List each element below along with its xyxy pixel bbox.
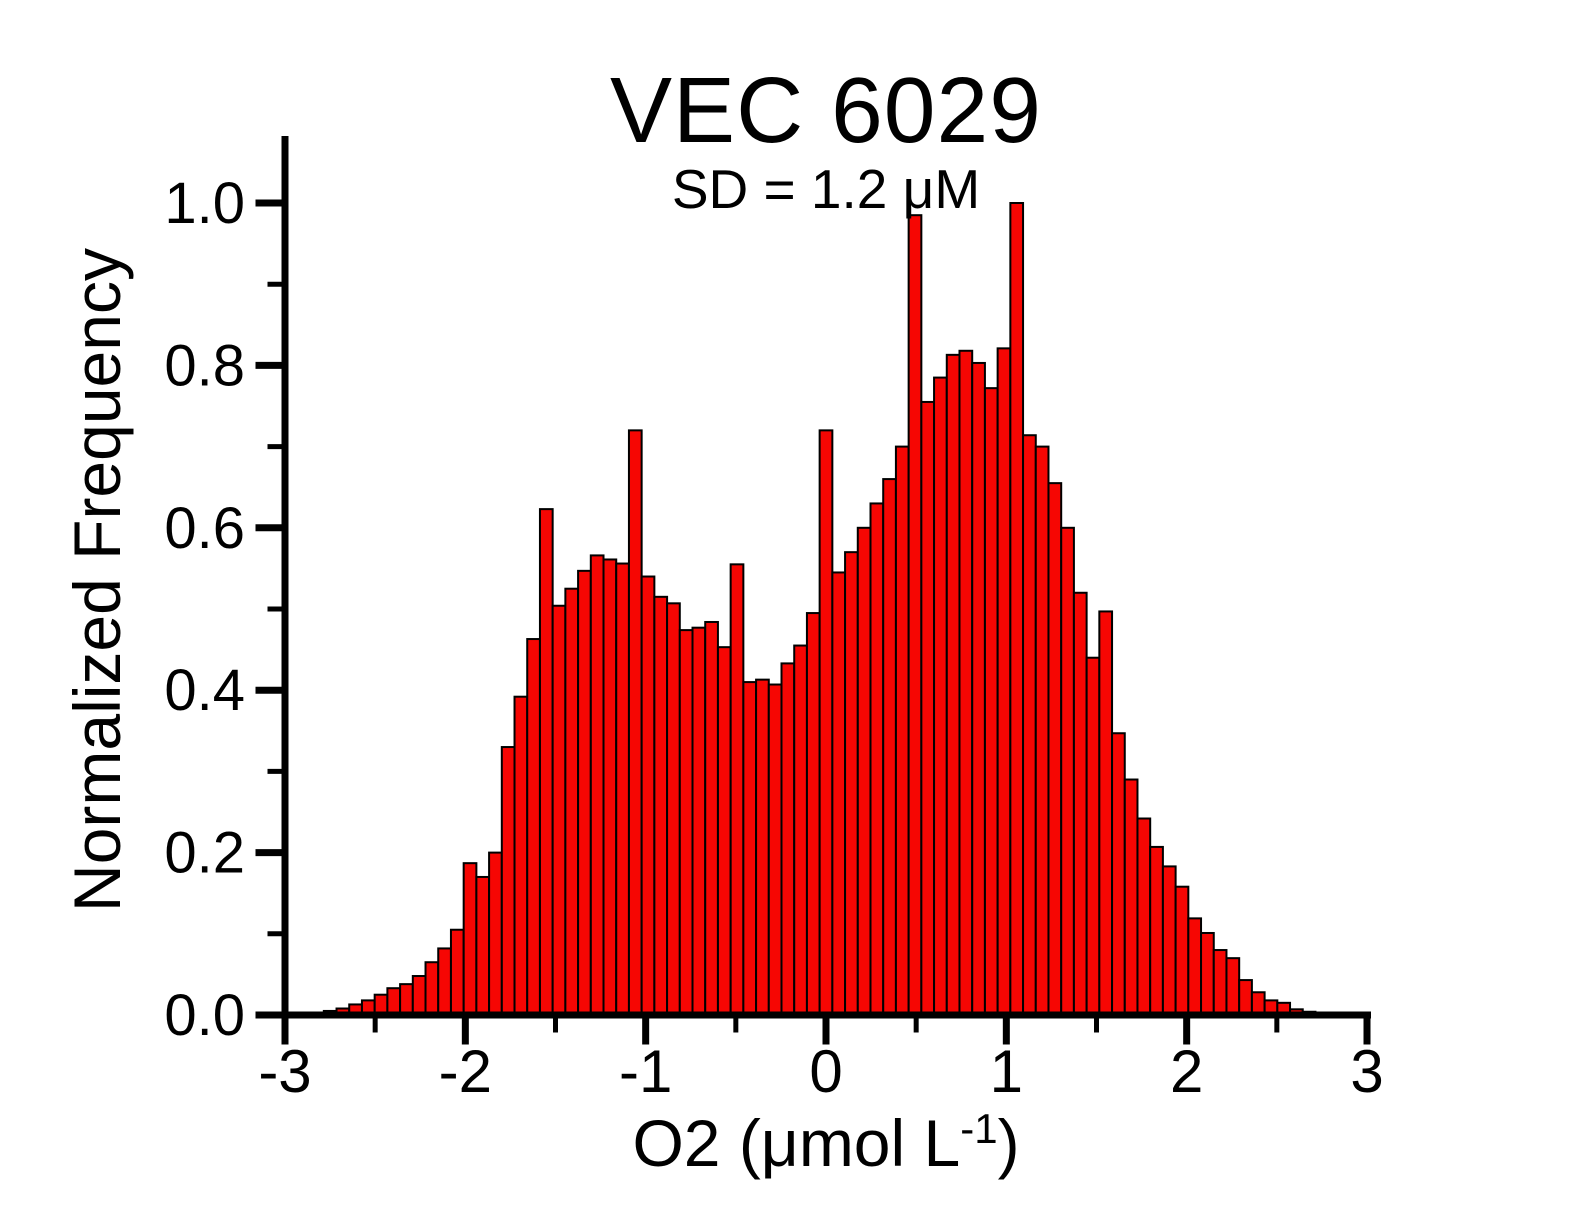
histogram-bar xyxy=(755,678,770,1016)
x-axis-label-superscript: -1 xyxy=(960,1105,998,1152)
histogram-bar xyxy=(818,429,834,1016)
histogram-bar xyxy=(856,526,872,1016)
y-tick-label: 0.4 xyxy=(164,658,245,723)
histogram-bar xyxy=(449,928,465,1016)
histogram-bar xyxy=(1085,656,1101,1016)
histogram-bar xyxy=(399,983,414,1017)
histogram-bar xyxy=(475,875,491,1017)
histogram-bar xyxy=(1225,957,1241,1016)
histogram-bar xyxy=(894,445,910,1017)
histogram-bar xyxy=(602,558,618,1016)
histogram-bar xyxy=(716,646,732,1016)
histogram-bar xyxy=(945,353,961,1016)
x-axis-label-main: O2 (μmol L xyxy=(632,1106,961,1180)
histogram-bar xyxy=(1098,610,1114,1016)
histogram-bar xyxy=(1161,865,1177,1017)
histogram-bar xyxy=(653,595,669,1016)
histogram-bar xyxy=(844,551,859,1016)
x-axis-label: O2 (μmol L-1) xyxy=(285,1105,1367,1181)
histogram-bar xyxy=(691,626,707,1016)
histogram-bar xyxy=(1174,885,1190,1017)
histogram-bar xyxy=(589,554,605,1016)
histogram-bar xyxy=(411,975,427,1017)
histogram-bar xyxy=(793,644,808,1016)
x-tick-label: 1 xyxy=(990,1038,1023,1105)
y-tick-label: 0.8 xyxy=(164,333,245,398)
histogram-bar xyxy=(1111,732,1126,1016)
x-tick-label: 0 xyxy=(809,1038,842,1105)
y-tick-label: 1.0 xyxy=(164,171,245,236)
histogram-bar xyxy=(1212,949,1228,1016)
histogram-bar xyxy=(551,604,567,1016)
histogram-bar xyxy=(538,508,554,1016)
histogram-bar xyxy=(983,387,999,1016)
y-tick-label: 0.2 xyxy=(164,821,245,886)
histogram-bar xyxy=(907,214,923,1016)
y-axis-label: Normalized Frequency xyxy=(60,248,134,912)
x-tick-label: -2 xyxy=(439,1038,492,1105)
histogram-bar xyxy=(564,587,580,1016)
histogram-bar xyxy=(704,620,719,1016)
histogram-bar xyxy=(615,562,630,1017)
histogram-bar xyxy=(780,662,796,1017)
chart-title: VEC 6029 xyxy=(610,58,1042,162)
histogram-bar xyxy=(971,361,986,1016)
histogram-bar xyxy=(767,683,783,1017)
histogram-bar xyxy=(513,695,529,1016)
y-tick-label: 0.6 xyxy=(164,496,245,561)
histogram-bar xyxy=(678,629,694,1016)
histogram-bar xyxy=(577,569,592,1017)
histogram-bar xyxy=(1149,845,1164,1016)
histogram-bar xyxy=(500,746,516,1016)
histogram-bar xyxy=(742,681,758,1017)
histogram-bar xyxy=(386,987,402,1017)
histogram-bar xyxy=(933,376,948,1016)
histogram-bar xyxy=(627,429,643,1016)
histogram-bar xyxy=(1009,202,1025,1016)
histogram-bar xyxy=(1200,931,1215,1016)
histogram-bar xyxy=(920,400,936,1016)
histogram-bar xyxy=(996,347,1012,1017)
histogram-bar xyxy=(640,575,656,1017)
histogram-bar xyxy=(1072,591,1088,1016)
histogram-bar xyxy=(869,502,885,1016)
histogram-bar xyxy=(666,602,681,1016)
histogram-bar xyxy=(526,638,541,1016)
histogram-bar xyxy=(1187,917,1203,1016)
x-tick-label: -1 xyxy=(619,1038,672,1105)
histogram-bar xyxy=(831,571,847,1017)
histogram-bar xyxy=(437,947,452,1016)
y-tick-label: 0.0 xyxy=(164,983,245,1048)
histogram-bar xyxy=(1123,778,1139,1017)
x-axis-label-close: ) xyxy=(997,1106,1020,1180)
x-tick-label: 2 xyxy=(1170,1038,1203,1105)
histogram-bar xyxy=(488,851,503,1016)
histogram-bar xyxy=(958,349,974,1016)
histogram-bar xyxy=(1047,482,1063,1016)
histogram-bar xyxy=(805,612,821,1016)
histogram-bar xyxy=(1238,979,1253,1017)
histogram-bar xyxy=(1034,445,1050,1017)
x-tick-label: -3 xyxy=(258,1038,311,1105)
histogram-bar xyxy=(882,478,897,1016)
histogram-bar xyxy=(1022,434,1037,1017)
x-tick-label: 3 xyxy=(1350,1038,1383,1105)
histogram-bar xyxy=(1060,526,1075,1016)
histogram-bar xyxy=(1136,817,1152,1016)
histogram-bar xyxy=(424,961,440,1016)
histogram-bar xyxy=(729,563,745,1017)
chart-subtitle: SD = 1.2 μM xyxy=(671,158,981,220)
histogram-bar xyxy=(462,862,478,1016)
